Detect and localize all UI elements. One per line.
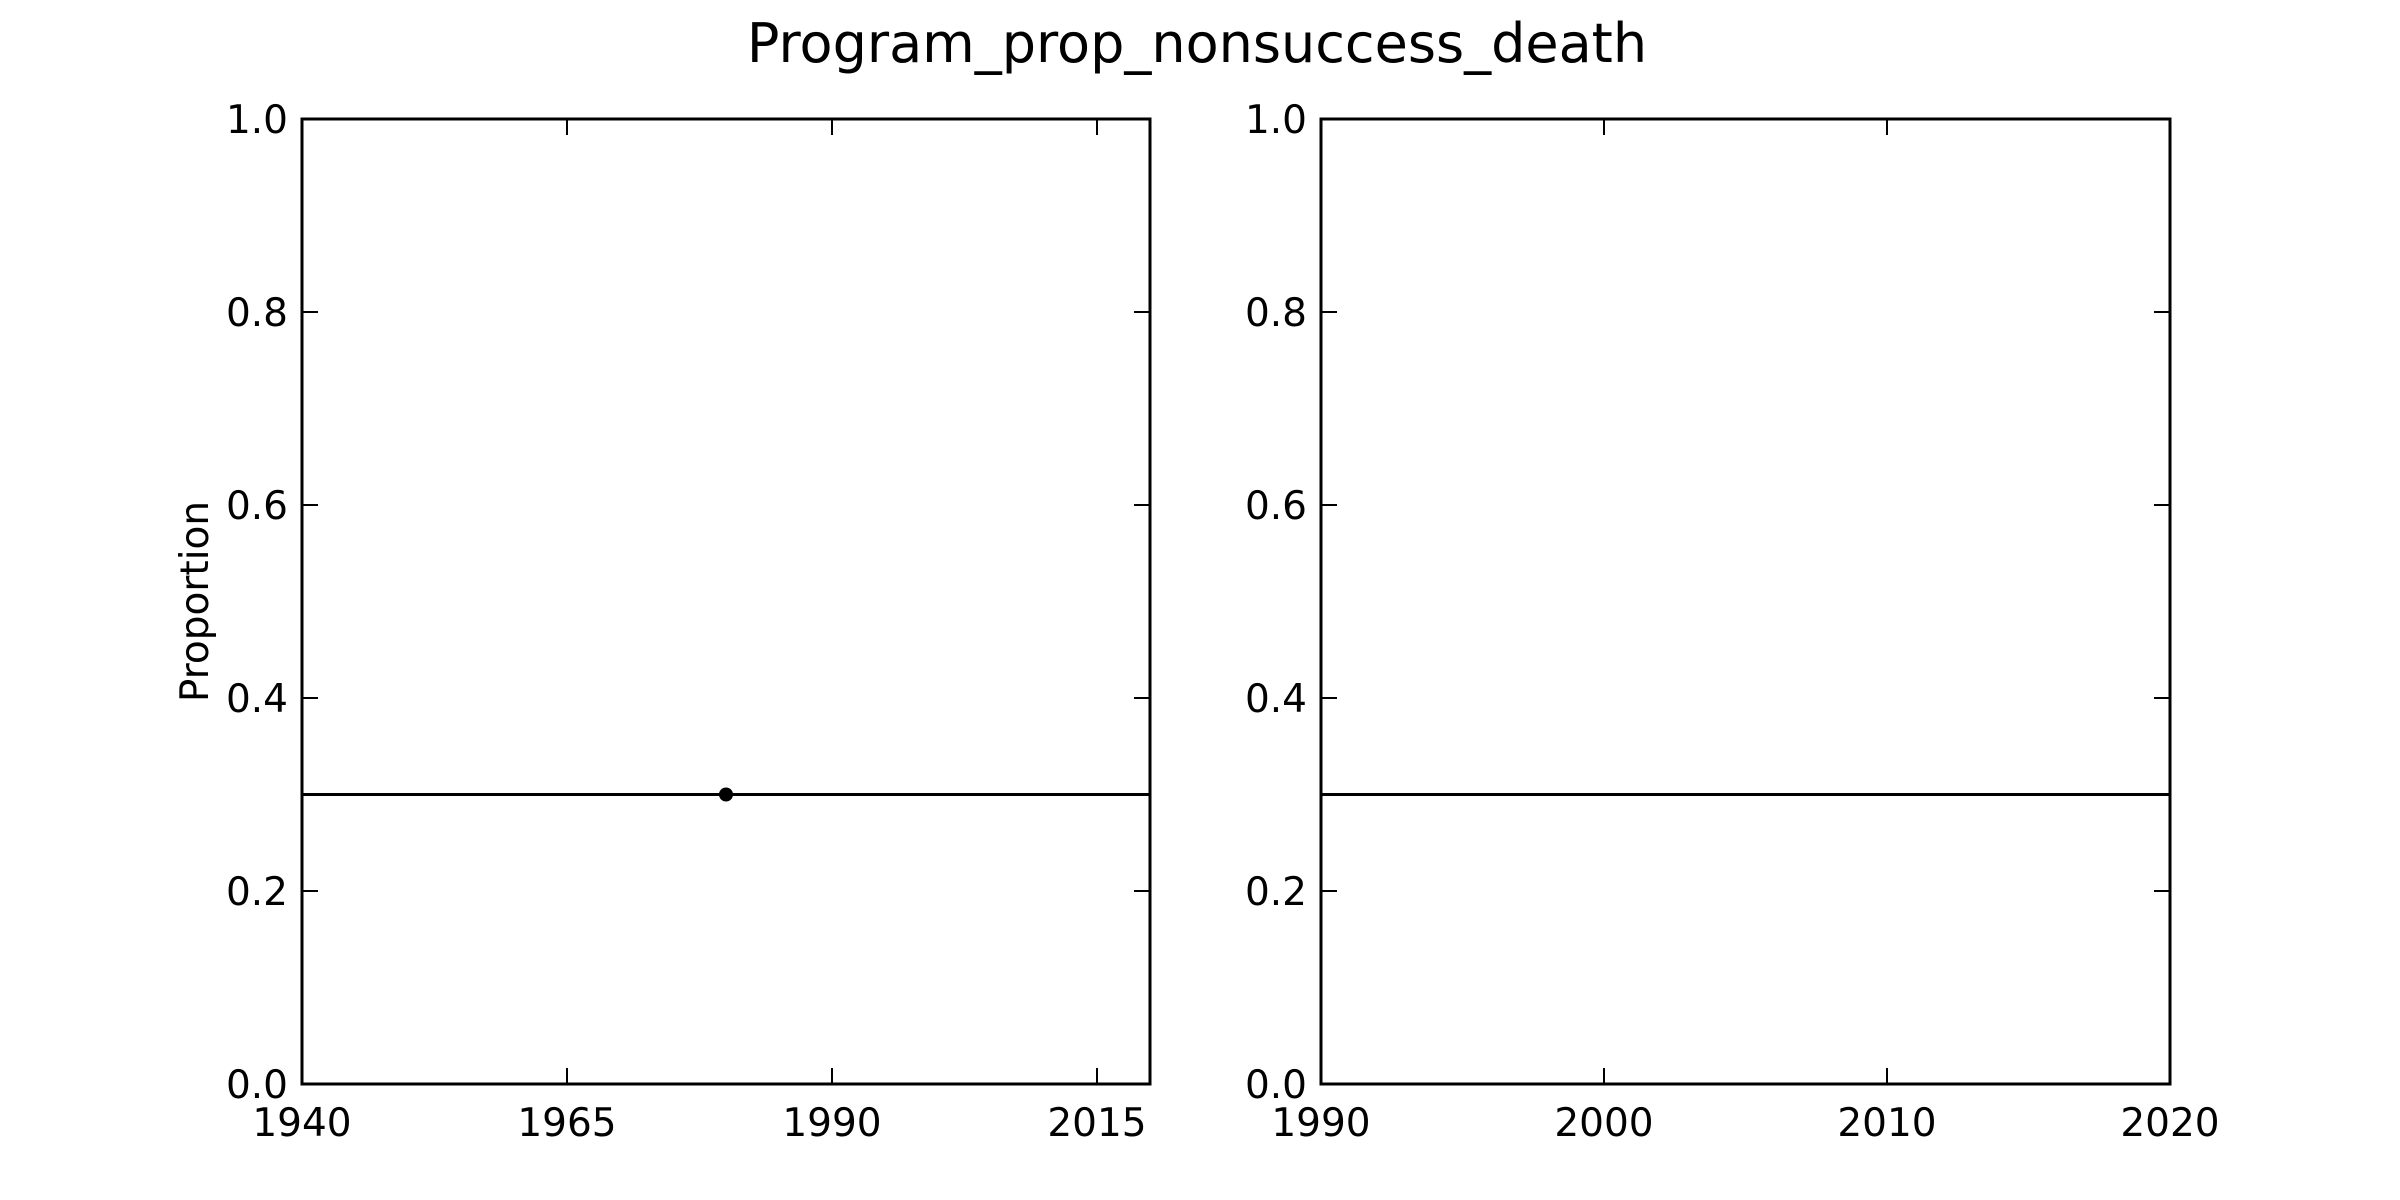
figure-title: Program_prop_nonsuccess_death	[747, 12, 1647, 75]
x-tick-label: 2020	[2120, 1101, 2219, 1146]
y-tick-label: 0.0	[1245, 1063, 1307, 1108]
chart-panel-1: 1940 1965 1990 2015 0.0 0.2 0.4 0.6 0.8 1.0 Propor…	[173, 98, 1152, 1146]
x-tick-label: 1940	[252, 1101, 351, 1146]
y-tick-label: 0.8	[1245, 291, 1307, 336]
chart-panels: 1940 1965 1990 2015 0.0 0.2 0.4 0.6 0.8 1.0 Propor…	[173, 98, 2220, 1146]
y-axis-label: Proportion	[173, 501, 218, 702]
x-tick-label: 2000	[1554, 1101, 1653, 1146]
x-tick-label: 2015	[1047, 1101, 1146, 1146]
chart-panel-2: 1990 2000 2010 2020 0.0 0.2 0.4 0.6 0.8 1.0	[1245, 98, 2220, 1146]
data-point-1	[719, 787, 733, 802]
plot-frame	[300, 117, 1152, 1086]
y-tick-label: 0.6	[1245, 484, 1307, 529]
x-tick-label: 1990	[782, 1101, 881, 1146]
plot-frame	[1319, 117, 2172, 1086]
y-tick-label: 0.2	[1245, 870, 1307, 915]
y-tick-label: 0.2	[226, 870, 288, 915]
y-tick-label: 0.4	[226, 677, 288, 722]
y-tick-label: 0.0	[226, 1063, 288, 1108]
x-tick-label: 1990	[1271, 1101, 1370, 1146]
y-tick-label: 1.0	[1245, 98, 1307, 143]
y-tick-label: 0.6	[226, 484, 288, 529]
y-tick-label: 0.8	[226, 291, 288, 336]
x-tick-label: 1965	[517, 1101, 616, 1146]
x-tick-label: 2010	[1837, 1101, 1936, 1146]
y-tick-label: 0.4	[1245, 677, 1307, 722]
y-tick-label: 1.0	[226, 98, 288, 143]
